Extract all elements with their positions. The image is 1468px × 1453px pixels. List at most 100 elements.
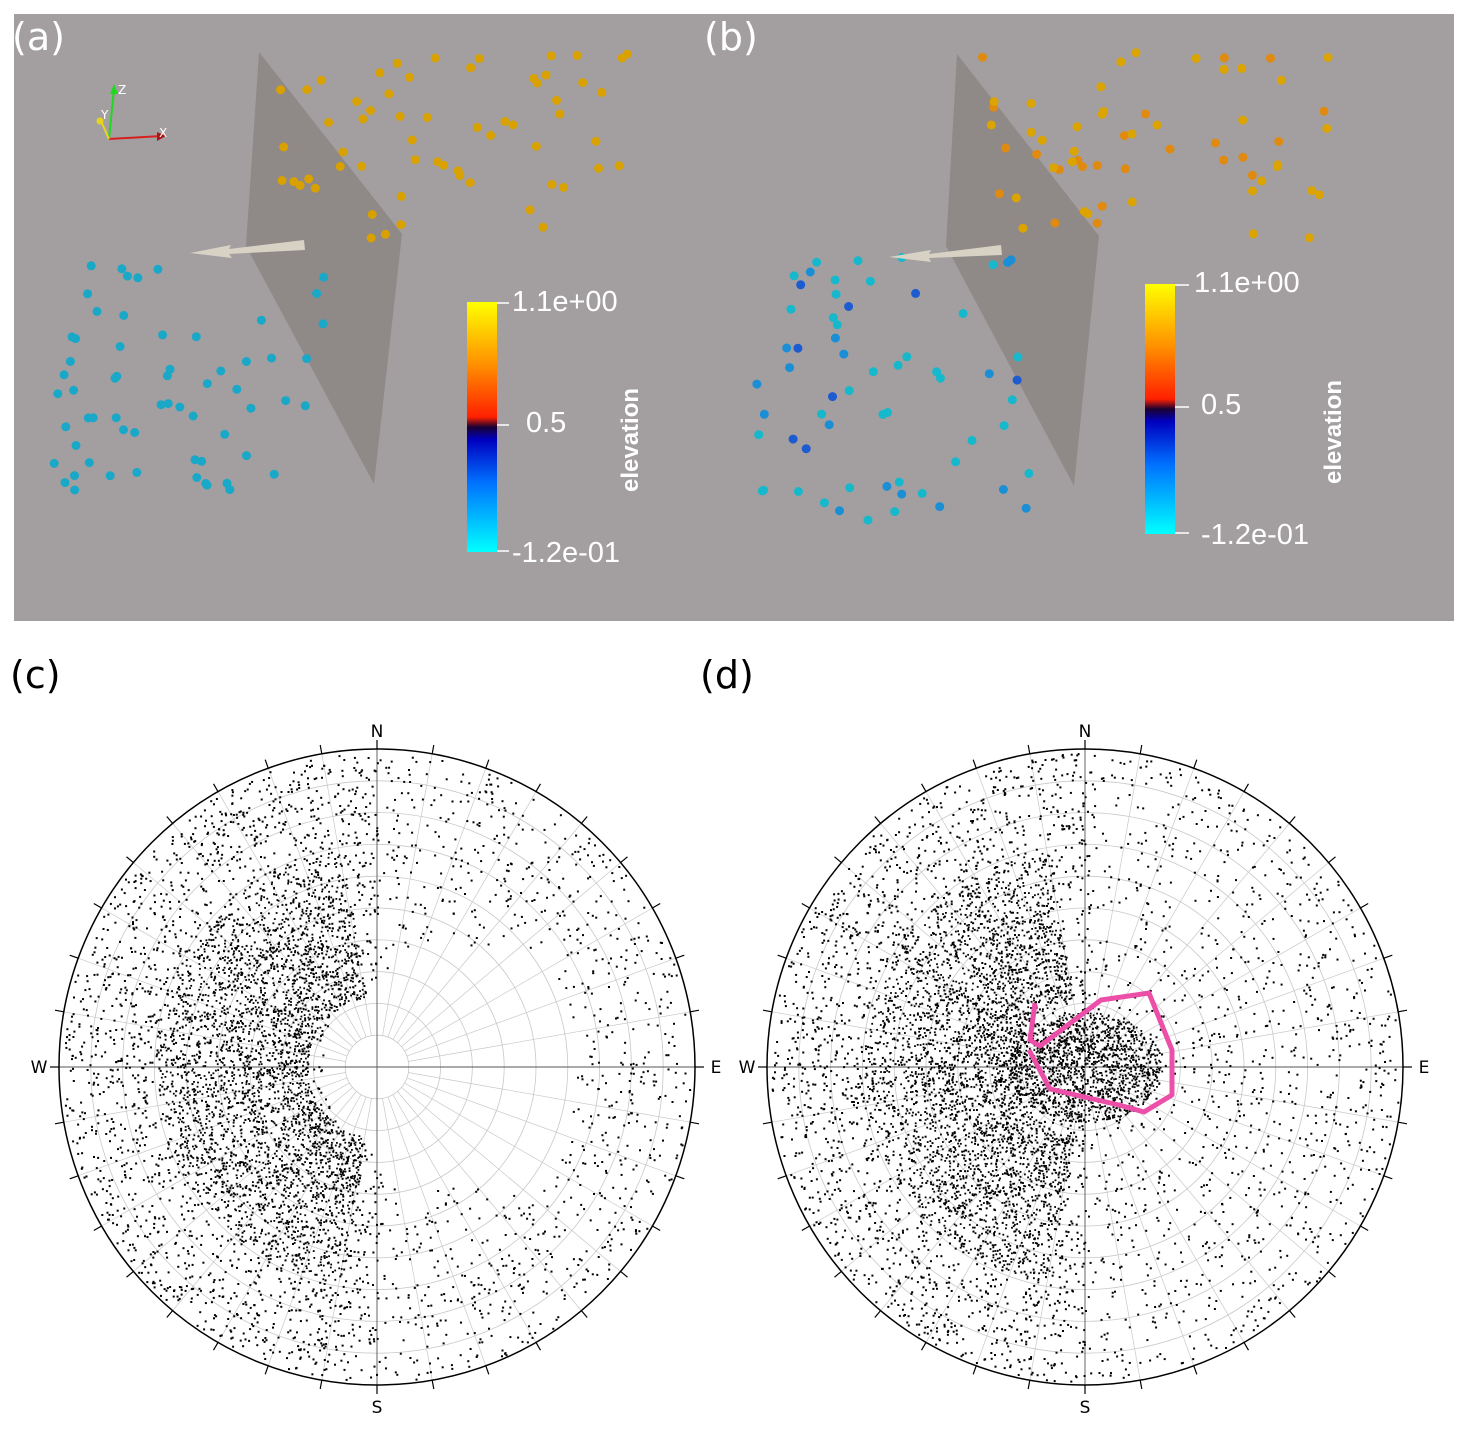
sphere-point: [1266, 53, 1275, 63]
sphere-point: [989, 97, 999, 107]
sphere-point: [357, 161, 367, 171]
sphere-point: [782, 343, 792, 353]
sphere-point: [917, 488, 927, 498]
compass-east: E: [1419, 1058, 1430, 1078]
axis-x-label: X: [159, 126, 167, 140]
sphere-point: [65, 356, 75, 366]
primitive-circle: [766, 748, 1404, 1386]
sphere-point: [1096, 82, 1106, 92]
sphere-point: [894, 477, 904, 487]
sphere-point: [500, 117, 510, 126]
sphere-point: [893, 360, 903, 370]
sphere-point: [532, 78, 542, 88]
sphere-point: [165, 364, 175, 374]
sphere-point: [1276, 75, 1286, 85]
sphere-point: [1322, 123, 1332, 133]
colorbar-gradient: [1145, 284, 1175, 534]
sphere-point: [1238, 152, 1248, 162]
sphere-point: [367, 210, 377, 219]
sphere-point: [289, 177, 299, 187]
sphere-point: [882, 481, 892, 491]
sphere-point: [1323, 53, 1333, 62]
sphere-point: [1007, 395, 1017, 405]
sphere-point: [831, 289, 841, 299]
sphere-point: [935, 502, 945, 512]
sphere-point: [119, 310, 129, 320]
sphere-point: [999, 421, 1009, 431]
sphere-point: [812, 257, 822, 267]
sphere-point: [757, 486, 767, 496]
sphere-point: [202, 379, 212, 389]
sphere-point: [396, 191, 406, 201]
axis-z-label: Z: [118, 83, 126, 97]
sphere-point: [796, 280, 806, 290]
sphere-point: [1026, 127, 1036, 137]
sphere-point: [958, 309, 968, 318]
sphere-point: [541, 70, 551, 80]
sphere-point: [1219, 64, 1229, 74]
sphere-point: [395, 112, 405, 121]
sphere-point: [1127, 197, 1137, 207]
sphere-point: [335, 162, 345, 171]
sphere-point: [824, 420, 834, 430]
sphere-point: [1026, 98, 1036, 108]
sphere-point: [319, 272, 329, 282]
sphere-point: [788, 434, 798, 444]
viewport-b[interactable]: 1.1e+00 0.5 -1.2e-01 elevation (b): [704, 14, 1454, 621]
sphere-point: [1314, 190, 1324, 200]
sphere-point: [754, 430, 764, 440]
selected-region-outline: [1026, 990, 1175, 1115]
sphere-point: [547, 180, 557, 189]
sphere-point: [998, 485, 1008, 494]
sphere-point: [1001, 143, 1011, 153]
sphere-point: [277, 176, 287, 185]
sphere-point: [1319, 106, 1329, 116]
sphere-point: [1304, 233, 1314, 243]
sphere-point: [49, 458, 59, 468]
pole-points: [64, 755, 692, 1381]
sphere-point: [84, 458, 94, 468]
lower-points: [49, 261, 329, 495]
sphere-point: [455, 171, 465, 180]
sphere-point: [805, 267, 815, 277]
sphere-point: [597, 87, 607, 97]
sphere-point: [220, 429, 230, 439]
colorbar-min-label: -1.2e-01: [1201, 519, 1309, 551]
viewport-a[interactable]: Z Y X 1.1e+00 0.5: [12, 14, 739, 621]
sphere-point: [878, 409, 888, 419]
sphere-point: [839, 349, 849, 359]
sphere-point: [789, 271, 799, 281]
sphere-point: [267, 353, 276, 363]
sphere-point: [158, 330, 168, 340]
sphere-point: [1237, 63, 1247, 73]
sphere-point: [407, 135, 417, 145]
sphere-point: [832, 320, 842, 330]
colorbar-min-label: -1.2e-01: [512, 537, 620, 569]
sphere-point: [472, 122, 482, 132]
sphere-point: [53, 389, 63, 399]
sphere-point: [1013, 352, 1023, 362]
sphere-point: [759, 409, 769, 419]
sphere-point: [392, 58, 402, 68]
sphere-point: [865, 276, 875, 286]
sphere-point: [1152, 120, 1162, 130]
stereonet-grid: [59, 749, 695, 1385]
sphere-point: [555, 109, 565, 119]
compass-north: N: [371, 722, 384, 742]
sphere-point: [92, 306, 102, 316]
sphere-point: [83, 289, 93, 299]
sphere-point: [61, 422, 71, 432]
sphere-point: [279, 142, 289, 152]
sphere-point: [1032, 149, 1042, 159]
sphere-point: [1247, 170, 1257, 180]
sphere-point: [853, 256, 863, 266]
axis-y-label: Y: [100, 108, 109, 122]
axes-triad: Z Y X: [96, 83, 167, 141]
sphere-point: [256, 315, 266, 325]
sphere-point: [835, 506, 844, 516]
sphere-point: [300, 401, 310, 411]
sphere-point: [246, 403, 256, 413]
sphere-point: [281, 396, 291, 406]
sphere-point: [352, 97, 362, 106]
sphere-point: [302, 85, 312, 95]
